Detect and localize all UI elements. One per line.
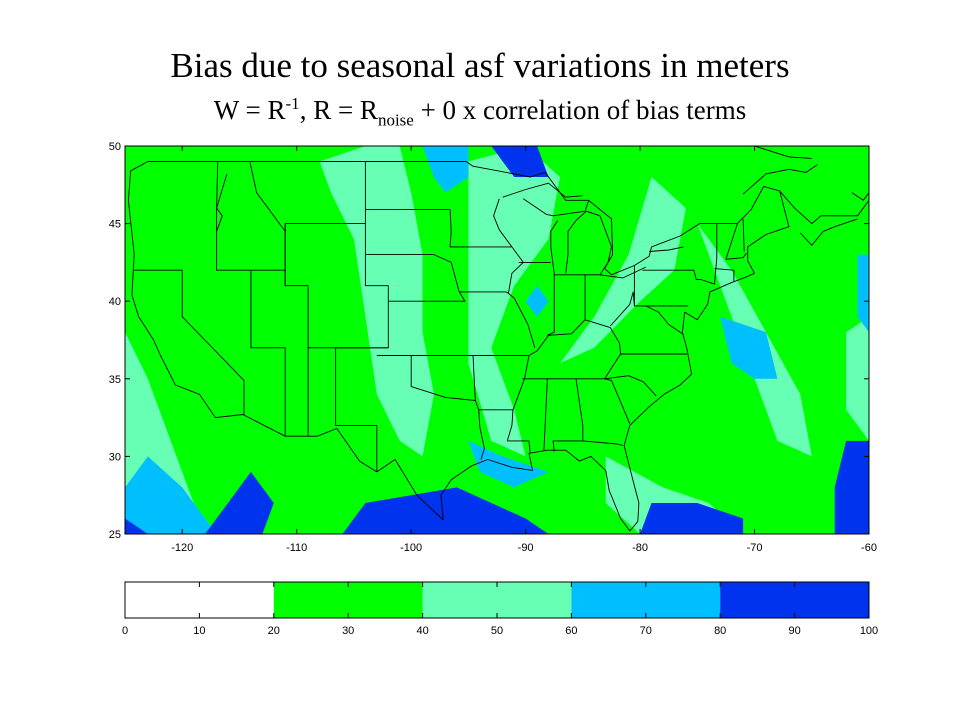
x-tick-label: -90 [518,542,534,554]
contour-region-80-22 [205,471,274,534]
boundary-line-35 [714,268,735,281]
colorbar-tick-label: 0 [122,625,128,637]
boundary-line-26 [459,291,509,294]
boundary-line-13 [473,355,530,411]
y-tick-label: 40 [109,296,121,308]
boundary-line-20 [576,353,687,380]
boundary-line-43 [599,266,646,279]
contour-region-60-17 [125,456,217,534]
contour-region-80-25 [125,518,148,534]
boundary-line-15 [507,440,531,454]
boundary-line-25 [449,209,512,248]
x-tick-label: -110 [286,542,307,554]
axis-ticks: -120 -110 -100 -90 -80 -70 -60 25 30 35 40 45 50 [109,141,877,554]
contour-region-60-18 [468,440,549,488]
boundary-line-38 [742,218,745,252]
boundary-line-46 [779,190,869,225]
boundary-line-14 [478,409,485,460]
chart-subtitle: W = R-1, R = Rnoise + 0 x correlation of… [0,94,960,130]
colorbar-tick-label: 30 [342,625,354,637]
colorbar-tick-label: 50 [491,625,503,637]
contour-region-40-8 [468,146,560,457]
x-tick-label: -60 [861,542,877,554]
boundary-line-1 [134,269,245,415]
y-tick-label: 35 [109,374,121,386]
boundary-line-39 [523,198,590,217]
subtitle-part: W = R [213,95,286,125]
colorbar-swatch-1 [273,582,423,618]
subtitle-part: + 0 x correlation of bias terms [413,95,747,125]
colorbar-tick-label: 80 [714,625,726,637]
boundary-line-18 [546,378,584,452]
boundary-line-47 [799,218,858,246]
boundary-line-34 [642,223,718,285]
colorbar-swatch-4 [720,582,869,618]
colorbar-tick-label: 70 [640,625,652,637]
plot-frame [124,145,870,535]
boundary-line-48 [851,192,869,201]
subtitle-superscript: -1 [285,94,300,113]
contour-region-60-15 [525,285,549,317]
boundary-line-22 [604,378,631,424]
boundary-line-37 [725,223,738,260]
boundary-line-41 [565,210,587,274]
contour-region-60-14 [422,146,469,193]
x-tick-label: -70 [747,542,763,554]
boundary-line-44 [649,246,684,252]
y-tick-label: 45 [109,219,121,231]
colorbar-swatch-0 [125,582,274,618]
boundary-line-40 [550,220,559,274]
boundary-line-10 [365,254,466,302]
boundary-line-24 [493,198,536,348]
colorbar-tick-label: 90 [788,625,800,637]
colorbar-tick-label: 40 [416,625,428,637]
boundary-line-49 [742,164,818,195]
boundary-line-36 [725,252,747,260]
boundary-line-23 [528,319,622,356]
x-tick-label: -120 [171,542,193,554]
boundary-line-6 [216,173,228,232]
colorbar-swatch-3 [571,582,721,618]
contour-region-60-16 [720,316,778,379]
contour-region-80-21 [834,440,869,534]
boundary-line-7 [249,161,286,232]
contour-region-80-23 [342,487,549,534]
colorbar: 0 10 20 30 40 50 60 70 80 90 100 [122,581,878,637]
contour-region-40-13 [846,316,869,441]
contour-region-80-24 [640,503,744,534]
colorbar-swatch-2 [422,582,572,618]
boundary-line-32 [609,291,635,327]
boundary-line-0 [127,161,790,532]
colorbar-tick-label: 100 [860,625,878,637]
boundary-lines-layer [127,146,869,532]
boundary-line-16 [506,409,514,442]
boundary-line-21 [604,375,657,397]
boundary-line-45 [502,182,583,198]
x-tick-label: -80 [632,542,648,554]
boundary-line-42 [586,210,612,276]
y-tick-label: 25 [109,529,121,541]
boundary-line-50 [754,146,812,159]
chart-title: Bias due to seasonal asf variations in m… [170,46,790,85]
colorbar-tick-label: 20 [268,625,280,637]
subtitle-part: , R = R [299,95,378,125]
boundary-line-33 [645,305,683,335]
contour-region-80-20 [491,146,549,177]
colorbar-tick-label: 60 [565,625,577,637]
boundary-line-31 [633,265,689,307]
subtitle-subscript: noise [377,110,414,130]
colorbar-tick-label: 10 [193,625,205,637]
contour-fill-layer [125,146,869,534]
y-tick-label: 50 [109,141,121,153]
x-tick-label: -100 [400,542,422,554]
boundary-line-19 [582,440,624,446]
boundary-line-28 [547,273,555,336]
y-tick-label: 30 [109,451,121,463]
contour-region-60-19 [857,254,869,333]
